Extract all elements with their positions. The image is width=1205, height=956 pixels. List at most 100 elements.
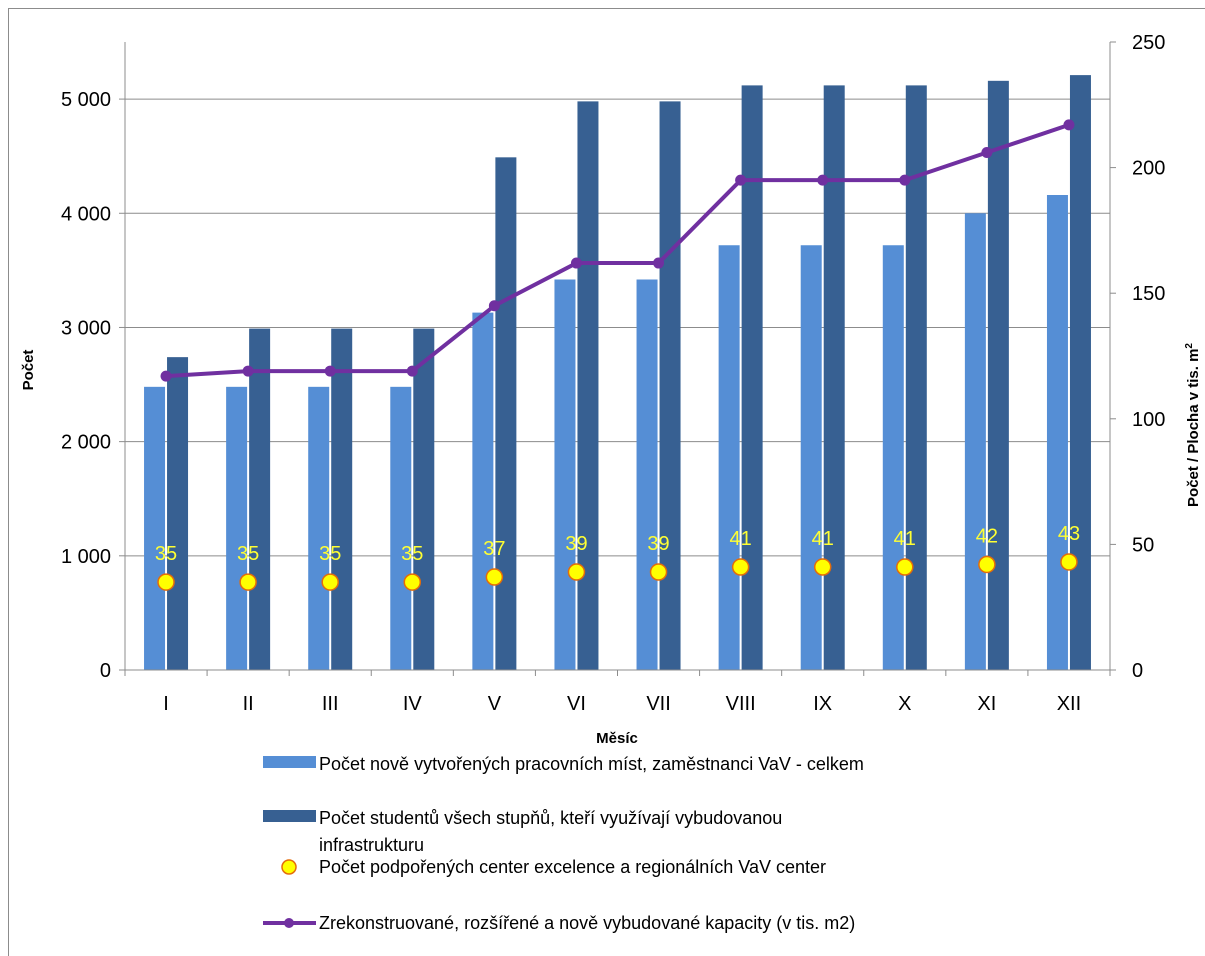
y2-tick-label: 150: [1132, 283, 1165, 305]
x-tick-label: X: [898, 693, 911, 715]
line-point: [981, 147, 993, 159]
y2-tick-label: 200: [1132, 158, 1165, 180]
legend-label-bar-1: Počet nově vytvořených pracovních míst, …: [319, 754, 864, 774]
scatter-point: [239, 573, 257, 591]
scatter-data-label: 42: [976, 525, 998, 547]
scatter-point: [485, 568, 504, 586]
legend-label-bar-2: Počet studentů všech stupňů, kteří využí…: [319, 808, 782, 828]
scatter-data-label: 35: [237, 543, 259, 565]
tick-labels: 0 1 000 2 000 3 000 4 000 5 000 0 50 100 150 200 25…: [61, 32, 1165, 715]
y-tick-label: 2 000: [61, 432, 111, 454]
scatter-point: [1060, 553, 1078, 571]
legend-label-bar-2-line2: infrastrukturu: [319, 835, 424, 855]
bar-series-2: [987, 80, 1009, 670]
x-tick-label: IX: [813, 693, 832, 715]
bar-series-1: [718, 245, 740, 670]
x-tick-label: IV: [403, 693, 423, 715]
bar-series-1: [882, 245, 904, 670]
line-point: [160, 370, 172, 382]
x-tick-label: V: [488, 693, 502, 715]
scatter-data-label: 41: [812, 528, 834, 550]
scatter-data-label: 37: [483, 538, 505, 560]
legend: Počet nově vytvořených pracovních míst, …: [263, 754, 864, 933]
scatter-point: [157, 573, 175, 591]
bar-series-2: [413, 328, 435, 670]
bar-series-2: [741, 85, 763, 670]
gridlines: [125, 98, 1110, 557]
y2-tick-label: 250: [1132, 32, 1165, 54]
scatter-data-label: 43: [1058, 523, 1080, 545]
scatter-point: [567, 563, 586, 581]
bar-series-1: [636, 279, 658, 670]
legend-label-scatter: Počet podpořených center excelence a reg…: [319, 857, 826, 877]
scatter-data-label: 41: [730, 528, 752, 550]
bar-series-2: [659, 101, 681, 671]
x-tick-label: XI: [977, 693, 996, 715]
line-point: [242, 365, 254, 377]
line-point: [488, 300, 500, 312]
bar-series-2: [1069, 75, 1091, 670]
line-point: [899, 174, 911, 186]
chart-frame: [8, 8, 1205, 956]
legend-line-marker: [284, 918, 294, 928]
x-tick-label: VIII: [726, 693, 756, 715]
scatter-point: [896, 558, 914, 576]
bar-series-1: [554, 279, 576, 670]
legend-marker-scatter: [281, 859, 297, 875]
y-tick-label: 4 000: [61, 203, 111, 225]
y2-tick-label: 50: [1132, 534, 1154, 556]
line-series: [165, 123, 1070, 379]
y2-axis-title-text: Počet / Plocha v tis. m: [1185, 349, 1202, 507]
line-point: [406, 365, 418, 377]
y-tick-label: 0: [100, 660, 111, 682]
bar-series-2: [249, 328, 271, 670]
bar-series-2: [905, 85, 927, 670]
legend-swatch-bar-2: [263, 810, 316, 822]
scatter-series-group: 35 35 35 35 37 39 39 41 41 41 42 43: [155, 523, 1080, 591]
scatter-point: [321, 573, 339, 591]
line-point: [817, 174, 829, 186]
bar-series-2: [495, 157, 517, 671]
bar-series-1: [1046, 195, 1068, 670]
bar-series-2: [823, 85, 845, 670]
scatter-point: [813, 558, 832, 576]
scatter-data-label: 41: [894, 528, 916, 550]
y2-axis-title: Počet / Plocha v tis. m2: [1184, 343, 1202, 507]
bar-series-1: [472, 312, 494, 670]
line-point: [735, 174, 747, 186]
bar-series-1: [964, 213, 986, 671]
bar-series-1: [226, 386, 248, 670]
line-point: [1063, 119, 1075, 131]
scatter-data-label: 35: [155, 543, 177, 565]
scatter-point: [731, 558, 750, 576]
y2-tick-label: 0: [1132, 660, 1143, 682]
y-tick-label: 1 000: [61, 546, 111, 568]
y-tick-label: 3 000: [61, 317, 111, 339]
x-tick-label: XII: [1057, 693, 1081, 715]
y2-tick-label: 100: [1132, 409, 1165, 431]
bar-series-2: [167, 357, 189, 670]
x-tick-label: VI: [567, 693, 586, 715]
line-series-group: [160, 119, 1075, 382]
x-tick-label: III: [322, 693, 339, 715]
x-tick-label: II: [243, 693, 254, 715]
x-axis-title: Měsíc: [596, 730, 638, 747]
legend-label-line: Zrekonstruované, rozšířené a nově vybudo…: [319, 913, 855, 933]
bar-series-1: [800, 245, 822, 670]
bar-series-1: [390, 386, 412, 670]
bar-series-1: [144, 386, 166, 670]
x-tick-label: VII: [646, 693, 670, 715]
y-axis-title: Počet: [20, 350, 37, 391]
scatter-point: [978, 555, 996, 574]
line-point: [324, 365, 336, 377]
line-point: [653, 257, 665, 269]
y-tick-label: 5 000: [61, 89, 111, 111]
scatter-data-label: 35: [401, 543, 423, 565]
bar-series-1: [308, 386, 330, 670]
x-tick-label: I: [163, 693, 169, 715]
legend-swatch-bar-1: [263, 756, 316, 768]
line-point: [570, 257, 582, 269]
scatter-data-label: 35: [319, 543, 341, 565]
y2-axis-title-superscript: 2: [1184, 343, 1195, 349]
